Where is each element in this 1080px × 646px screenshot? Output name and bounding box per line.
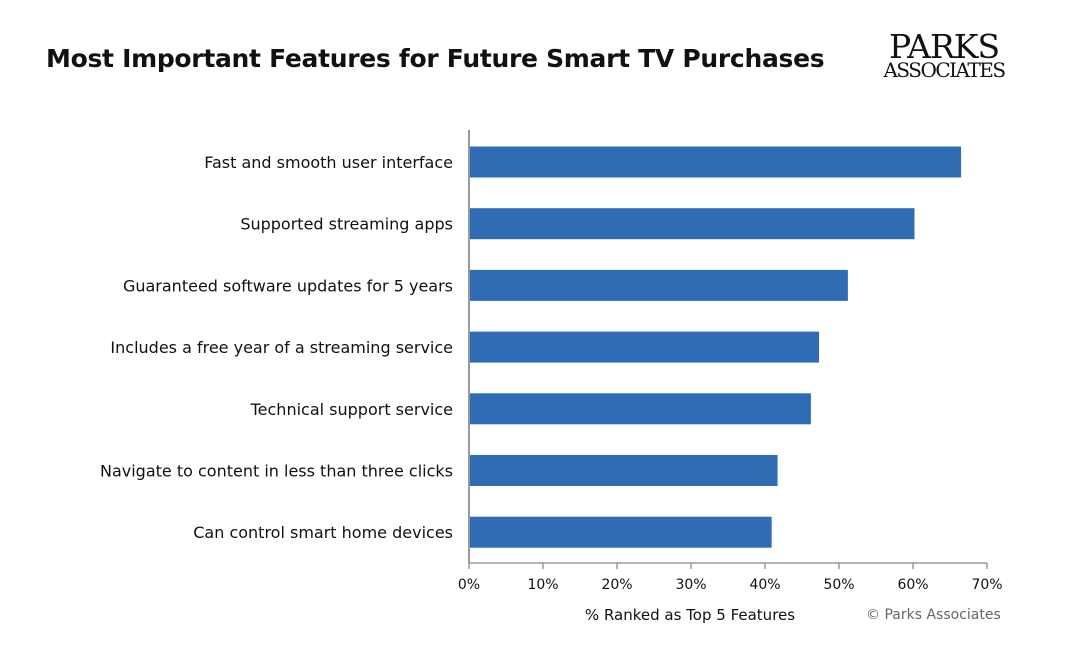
- x-tick-label: 40%: [749, 577, 780, 593]
- category-label: Technical support service: [250, 400, 453, 419]
- parks-associates-logo: PARKS ASSOCIATES: [876, 30, 1012, 80]
- bar: [469, 146, 962, 178]
- copyright-note: © Parks Associates: [866, 607, 1001, 623]
- bar: [469, 269, 848, 301]
- bar: [469, 455, 778, 486]
- x-tick-label: 10%: [527, 577, 558, 593]
- chart-title: Most Important Features for Future Smart…: [46, 44, 825, 73]
- x-tick-label: 30%: [675, 577, 706, 593]
- logo-top-text: PARKS: [888, 27, 1000, 66]
- bar: [469, 393, 811, 425]
- category-label: Guaranteed software updates for 5 years: [123, 276, 453, 295]
- logo-bottom-text: ASSOCIATES: [883, 58, 1006, 82]
- category-label: Fast and smooth user interface: [204, 153, 453, 172]
- x-axis-label: % Ranked as Top 5 Features: [584, 606, 796, 624]
- x-tick-label: 50%: [823, 577, 854, 593]
- bar: [469, 208, 915, 240]
- x-tick-label: 60%: [897, 577, 928, 593]
- x-tick-label: 0%: [458, 577, 480, 593]
- x-tick-label: 70%: [971, 577, 1002, 593]
- bar: [469, 331, 820, 363]
- x-tick-label: 20%: [601, 577, 632, 593]
- category-label: Includes a free year of a streaming serv…: [110, 338, 453, 357]
- bar: [469, 516, 772, 548]
- category-label: Supported streaming apps: [240, 215, 453, 234]
- category-label: Navigate to content in less than three c…: [100, 462, 453, 481]
- category-label: Can control smart home devices: [193, 523, 453, 542]
